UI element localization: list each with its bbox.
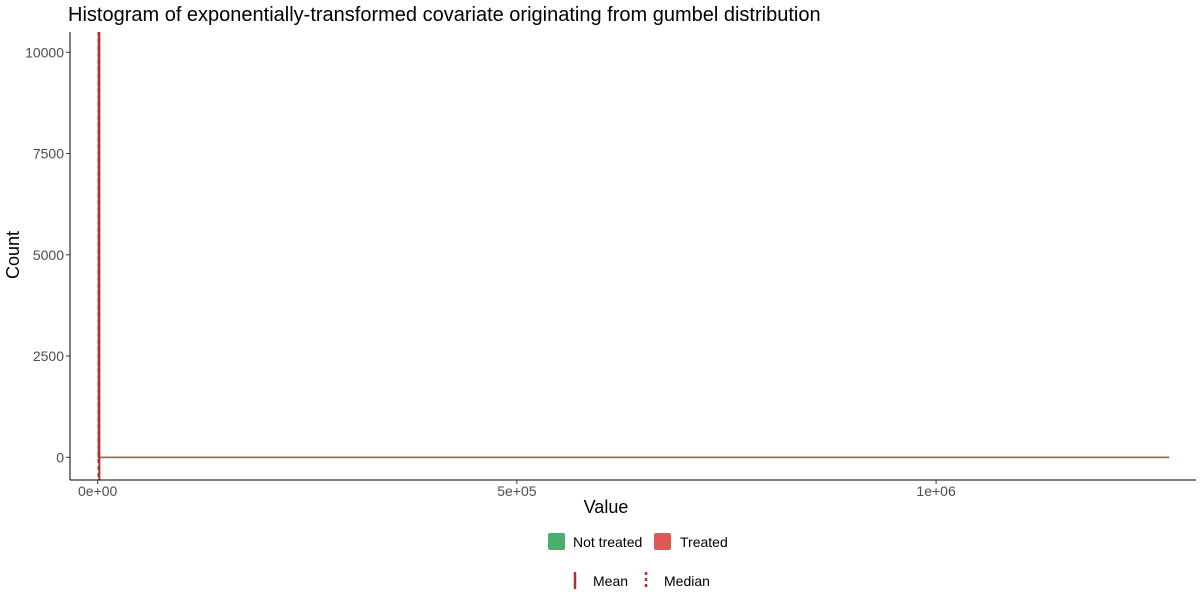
legend-label: Median bbox=[664, 573, 710, 589]
y-tick-label: 5000 bbox=[33, 247, 64, 263]
legend-key-0 bbox=[548, 533, 565, 550]
x-tick-label: 1e+06 bbox=[916, 483, 956, 499]
y-tick-label: 2500 bbox=[33, 348, 64, 364]
chart-title: Histogram of exponentially-transformed c… bbox=[68, 4, 821, 26]
plot-area: 0 2500 5000 7500 10000 0e+00 5e+05 1e+06 bbox=[25, 32, 1196, 499]
y-tick-label: 10000 bbox=[25, 44, 64, 60]
y-tick-label: 7500 bbox=[33, 146, 64, 162]
x-tick-label: 5e+05 bbox=[497, 483, 537, 499]
x-tick-label: 0e+00 bbox=[78, 483, 118, 499]
y-tick-label: 0 bbox=[56, 449, 64, 465]
legend-label: Not treated bbox=[573, 534, 642, 550]
legend-key-1 bbox=[654, 533, 671, 550]
x-axis-title: Value bbox=[584, 497, 629, 517]
legend: Not treated Treated Mean Median bbox=[548, 533, 728, 589]
legend-label: Mean bbox=[593, 573, 628, 589]
legend-label: Treated bbox=[680, 534, 728, 550]
y-axis-title: Count bbox=[3, 231, 23, 279]
